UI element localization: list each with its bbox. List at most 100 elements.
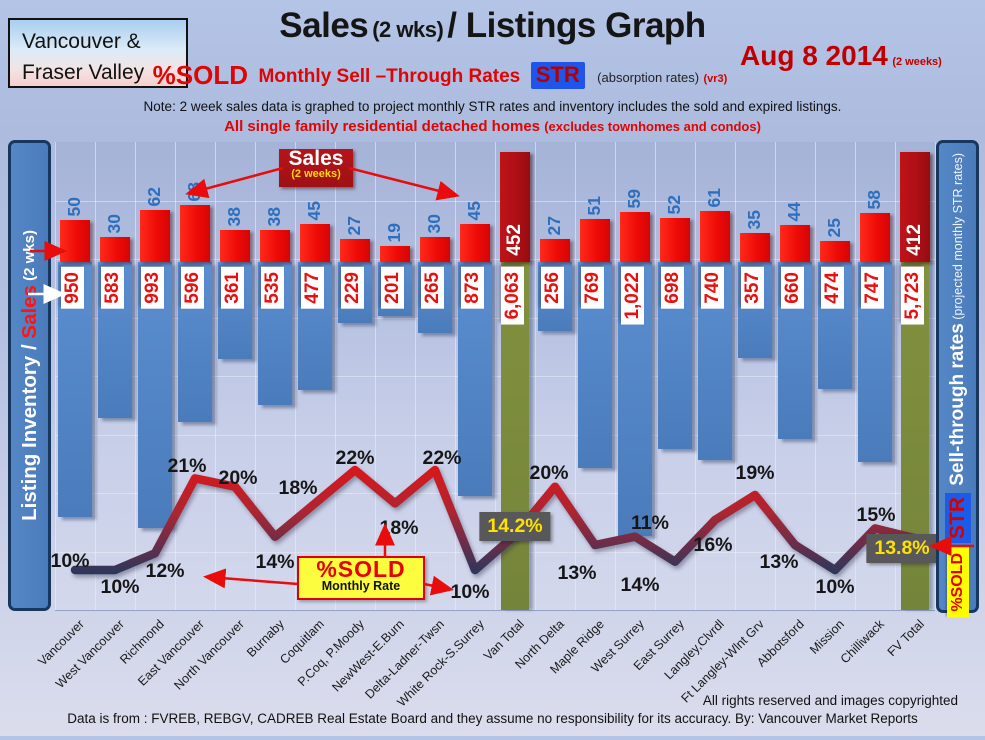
sales-bar [660,218,690,262]
region-box: Vancouver & Fraser Valley [8,18,188,88]
sales-bar [700,211,730,262]
title-2wks: (2 wks) [372,17,444,42]
gridline-vertical [655,142,656,610]
pct-sold-polyline [70,465,920,575]
gridline-horizontal [55,493,935,494]
str-badge: STR [530,62,585,89]
gridline-vertical [775,142,776,610]
left-axis-inventory: Listing Inventory / [17,338,41,521]
right-axis-str-badge: STR [944,493,971,544]
pct-label: 22% [335,447,375,469]
gridline-vertical [335,142,336,610]
subtitle: %SOLD Monthly Sell –Through Rates STR (a… [0,60,880,91]
pct-label: 13% [759,551,799,573]
pct-label: 16% [693,534,733,556]
gridline-horizontal [55,201,935,202]
scope-main: All single family residential detached h… [224,118,541,135]
region-line2: Fraser Valley [22,61,145,84]
chart-plot-area: 950 50 583 30 993 62 596 68 361 38 535 38 477 45 229 27… [50,142,938,611]
sales-bar [140,210,170,262]
sales-bar [300,224,330,262]
gridline-horizontal [55,318,935,319]
pct-label: 18% [379,517,419,539]
sales-bar [740,233,770,262]
sales-bar [260,230,290,262]
gridline-vertical [135,142,136,610]
right-axis-title: Sell-through rates (projected monthly ST… [936,140,979,618]
gridline-vertical [55,142,56,610]
pct-callout-subtitle: Monthly Rate [321,579,401,593]
subtitle-rates: Monthly Sell –Through Rates [258,66,521,87]
pct-label: 10% [50,550,90,572]
pct-sold-callout-box: %SOLD Monthly Rate [297,556,425,600]
gridline-vertical [935,142,936,610]
left-axis-text: Listing Inventory / Sales (2 wks) [18,230,42,521]
subtitle-absorption: (absorption rates) [597,70,700,85]
right-axis-main: Sell-through rates [946,322,968,486]
pct-label: 10% [450,581,490,603]
gridline-horizontal [55,259,935,260]
sales-bar [420,237,450,262]
left-axis-sales: Sales [17,285,41,339]
total-sales-bar [900,152,930,262]
sales-callout-title: Sales [288,147,344,170]
gridline-vertical [415,142,416,610]
total-sales-bar [500,152,530,262]
right-axis-paren: (projected monthly STR rates) [950,152,965,323]
sales-bar [540,239,570,262]
footer-source: Data is from : FVREB, REBGV, CADREB Real… [67,711,918,726]
report-date: Aug 8 2014 (2 weeks) [740,40,980,72]
subtitle-version: (vr3) [703,73,728,85]
sales-bar [180,205,210,262]
sales-bar [860,213,890,262]
pct-label: 18% [278,477,318,499]
gridline-vertical [815,142,816,610]
pct-callout-title: %SOLD [316,556,406,582]
title-listings: / Listings Graph [447,6,706,45]
sales-bar [220,230,250,262]
pct-label: 10% [815,576,855,598]
gridline-vertical [575,142,576,610]
gridline-vertical [375,142,376,610]
region-line1: Vancouver & [22,30,141,53]
right-axis-text: Sell-through rates (projected monthly ST… [947,153,969,486]
pct-label: 15% [856,504,896,526]
sales-bar [820,241,850,262]
pct-label: 14% [255,551,295,573]
gridline-vertical [295,142,296,610]
gridline-vertical [95,142,96,610]
gridline-vertical [895,142,896,610]
gridline-vertical [455,142,456,610]
pct-label: 11% [631,512,669,534]
gridline-vertical [215,142,216,610]
scope-paren: (excludes townhomes and condos) [544,119,761,134]
pct-total-box: 13.8% [866,534,938,563]
gridline-vertical [535,142,536,610]
gridline-horizontal [55,435,935,436]
gridline-vertical [495,142,496,610]
left-axis-2wks: (2 wks) [20,230,38,286]
gridline-vertical [615,142,616,610]
pct-label: 10% [100,576,140,598]
sales-bar [100,237,130,262]
sales-bar [780,225,810,262]
pct-label: 13% [557,562,597,584]
subtitle-pctsold: %SOLD [152,60,248,90]
footer-rights: All rights reserved and images copyright… [702,693,958,708]
sales-bar [620,212,650,262]
pct-label: 20% [529,462,569,484]
sales-bar [340,239,370,262]
sales-bar [380,246,410,262]
pct-label: 21% [167,455,207,477]
sales-bar [580,219,610,262]
title-sales: Sales [279,6,369,45]
gridline-vertical [175,142,176,610]
pct-label: 19% [735,462,775,484]
pct-label: 14% [620,574,660,596]
pct-label: 22% [422,447,462,469]
gridline-vertical [255,142,256,610]
pct-label: 12% [145,560,185,582]
gridline-vertical [855,142,856,610]
page-title: Sales (2 wks) / Listings Graph [0,6,985,46]
pct-sold-line [70,465,920,575]
